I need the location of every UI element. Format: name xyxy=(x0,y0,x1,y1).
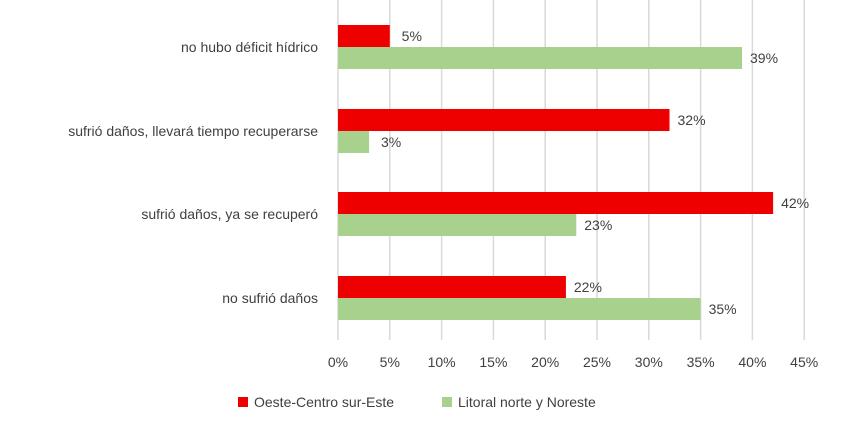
bar-litoral xyxy=(338,214,577,236)
data-label: 23% xyxy=(584,217,612,233)
category-label: sufrió daños, ya se recuperó xyxy=(141,206,318,222)
bar-litoral xyxy=(338,131,370,153)
x-tick-label: 5% xyxy=(380,354,400,370)
x-tick-label: 20% xyxy=(531,354,559,370)
data-label: 3% xyxy=(381,134,401,150)
bar-litoral xyxy=(338,298,701,320)
legend-label: Litoral norte y Noreste xyxy=(458,394,596,410)
legend-swatch xyxy=(238,397,248,407)
x-tick-label: 0% xyxy=(328,354,348,370)
category-label: no sufrió daños xyxy=(222,290,318,306)
x-tick-label: 45% xyxy=(790,354,818,370)
category-label: sufrió daños, llevará tiempo recuperarse xyxy=(68,123,318,139)
data-label: 22% xyxy=(574,279,602,295)
category-label: no hubo déficit hídrico xyxy=(181,39,318,55)
bar-oeste xyxy=(338,25,390,47)
legend-label: Oeste-Centro sur-Este xyxy=(254,394,394,410)
data-label: 42% xyxy=(781,195,809,211)
x-tick-label: 30% xyxy=(635,354,663,370)
x-tick-label: 10% xyxy=(428,354,456,370)
x-tick-label: 35% xyxy=(687,354,715,370)
x-tick-label: 25% xyxy=(583,354,611,370)
bar-litoral xyxy=(338,47,743,69)
x-tick-label: 15% xyxy=(479,354,507,370)
x-tick-label: 40% xyxy=(738,354,766,370)
data-label: 39% xyxy=(750,50,778,66)
data-label: 32% xyxy=(678,112,706,128)
data-label: 5% xyxy=(402,28,422,44)
bar-oeste xyxy=(338,192,774,214)
bar-oeste xyxy=(338,276,566,298)
bar-oeste xyxy=(338,109,670,131)
data-label: 35% xyxy=(709,301,737,317)
legend-swatch xyxy=(442,397,452,407)
